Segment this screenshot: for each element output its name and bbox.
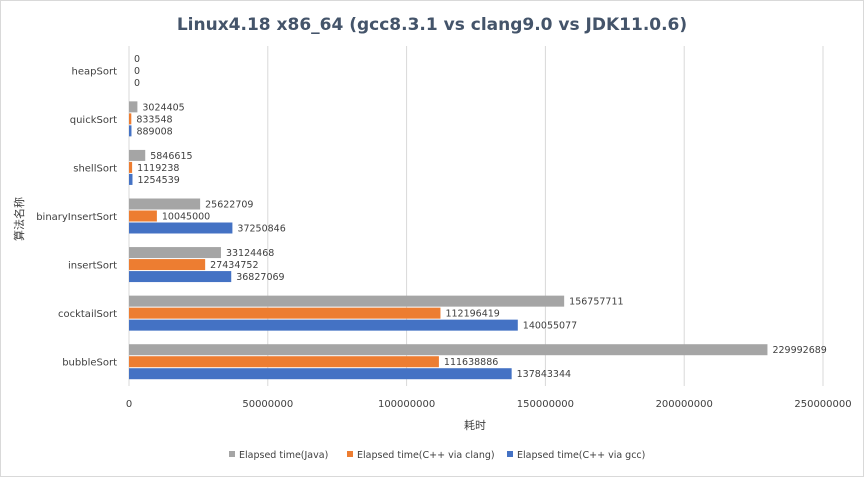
- gridlines: [128, 46, 824, 386]
- data-label-bubblesort-elapsed-time-c-via-gcc: 137843344: [517, 369, 571, 380]
- bar-quicksort-elapsed-time-c-via-gcc: [129, 125, 132, 137]
- x-tick-labels: 0 50000000 100000000 150000000 200000000 2500…: [126, 399, 852, 410]
- data-label-shellsort-elapsed-time-c-via-gcc: 1254539: [137, 175, 179, 186]
- legend-item-elapsed-time-java: Elapsed time(Java): [229, 450, 328, 461]
- bar-cocktailsort-elapsed-time-java: [129, 295, 565, 307]
- x-tick-label: 150000000: [517, 399, 574, 410]
- data-labels: 0003024405833548889008584661511192381254…: [134, 54, 827, 380]
- category-label-shellsort: shellSort: [73, 163, 117, 174]
- category-label-cocktailsort: cocktailSort: [58, 309, 117, 320]
- x-axis-title: 耗时: [464, 419, 486, 432]
- bars: [129, 101, 768, 380]
- bar-cocktailsort-elapsed-time-c-via-gcc: [129, 319, 518, 331]
- bar-bubblesort-elapsed-time-c-via-gcc: [129, 368, 512, 380]
- data-label-insertsort-elapsed-time-c-via-clang: 27434752: [210, 260, 258, 271]
- bar-insertsort-elapsed-time-c-via-gcc: [129, 271, 232, 283]
- bar-shellsort-elapsed-time-java: [129, 149, 146, 161]
- legend: Elapsed time(Java) Elapsed time(C++ via c…: [229, 450, 645, 461]
- bar-binaryinsertsort-elapsed-time-c-via-clang: [129, 210, 157, 222]
- data-label-cocktailsort-elapsed-time-c-via-clang: 112196419: [445, 309, 499, 320]
- bar-insertsort-elapsed-time-java: [129, 247, 221, 259]
- category-label-heapsort: heapSort: [72, 66, 118, 77]
- data-label-heapsort-elapsed-time-c-via-gcc: 0: [134, 78, 140, 89]
- data-label-heapsort-elapsed-time-java: 0: [134, 54, 140, 65]
- bar-shellsort-elapsed-time-c-via-clang: [129, 161, 133, 173]
- legend-item-elapsed-time-c-via-clang: Elapsed time(C++ via clang): [347, 450, 495, 461]
- legend-label: Elapsed time(C++ via clang): [357, 450, 495, 461]
- data-label-heapsort-elapsed-time-c-via-clang: 0: [134, 66, 140, 77]
- x-tick-label: 50000000: [242, 399, 293, 410]
- bar-shellsort-elapsed-time-c-via-gcc: [129, 173, 133, 185]
- data-label-quicksort-elapsed-time-c-via-gcc: 889008: [136, 126, 172, 137]
- data-label-quicksort-elapsed-time-java: 3024405: [142, 102, 184, 113]
- data-label-cocktailsort-elapsed-time-c-via-gcc: 140055077: [523, 321, 577, 332]
- data-label-bubblesort-elapsed-time-java: 229992689: [772, 345, 826, 356]
- category-label-bubblesort: bubbleSort: [62, 358, 117, 369]
- bar-insertsort-elapsed-time-c-via-clang: [129, 259, 206, 271]
- legend-label: Elapsed time(Java): [239, 450, 328, 461]
- x-tick-label: 100000000: [378, 399, 435, 410]
- bar-quicksort-elapsed-time-c-via-clang: [129, 113, 132, 125]
- data-label-binaryinsertsort-elapsed-time-c-via-gcc: 37250846: [237, 224, 285, 235]
- legend-swatch: [229, 451, 235, 457]
- y-axis-title: 算法名称: [12, 197, 26, 241]
- category-label-quicksort: quickSort: [70, 115, 117, 126]
- legend-swatch: [507, 451, 513, 457]
- bar-quicksort-elapsed-time-java: [129, 101, 138, 113]
- bar-binaryinsertsort-elapsed-time-java: [129, 198, 201, 210]
- data-label-insertsort-elapsed-time-c-via-gcc: 36827069: [236, 272, 284, 283]
- category-label-binaryinsertsort: binaryInsertSort: [36, 212, 117, 223]
- bar-binaryinsertsort-elapsed-time-c-via-gcc: [129, 222, 233, 234]
- bar-bubblesort-elapsed-time-java: [129, 344, 768, 356]
- data-label-insertsort-elapsed-time-java: 33124468: [226, 248, 274, 259]
- x-tick-label: 250000000: [794, 399, 851, 410]
- bar-bubblesort-elapsed-time-c-via-clang: [129, 356, 439, 368]
- data-label-cocktailsort-elapsed-time-java: 156757711: [569, 297, 623, 308]
- data-label-quicksort-elapsed-time-c-via-clang: 833548: [136, 114, 172, 125]
- data-label-shellsort-elapsed-time-java: 5846615: [150, 151, 192, 162]
- data-label-binaryinsertsort-elapsed-time-c-via-clang: 10045000: [162, 212, 210, 223]
- category-label-insertsort: insertSort: [68, 261, 117, 272]
- bar-cocktailsort-elapsed-time-c-via-clang: [129, 307, 441, 319]
- x-tick-label: 0: [126, 399, 132, 410]
- data-label-binaryinsertsort-elapsed-time-java: 25622709: [205, 200, 253, 211]
- data-label-shellsort-elapsed-time-c-via-clang: 1119238: [137, 163, 179, 174]
- chart-title: Linux4.18 x86_64 (gcc8.3.1 vs clang9.0 v…: [177, 15, 687, 35]
- legend-item-elapsed-time-c-via-gcc: Elapsed time(C++ via gcc): [507, 450, 645, 461]
- legend-label: Elapsed time(C++ via gcc): [517, 450, 645, 461]
- legend-swatch: [347, 451, 353, 457]
- x-tick-label: 200000000: [656, 399, 713, 410]
- category-labels: heapSort quickSort shellSort binaryInsertSo…: [36, 66, 117, 368]
- data-label-bubblesort-elapsed-time-c-via-clang: 111638886: [444, 357, 498, 368]
